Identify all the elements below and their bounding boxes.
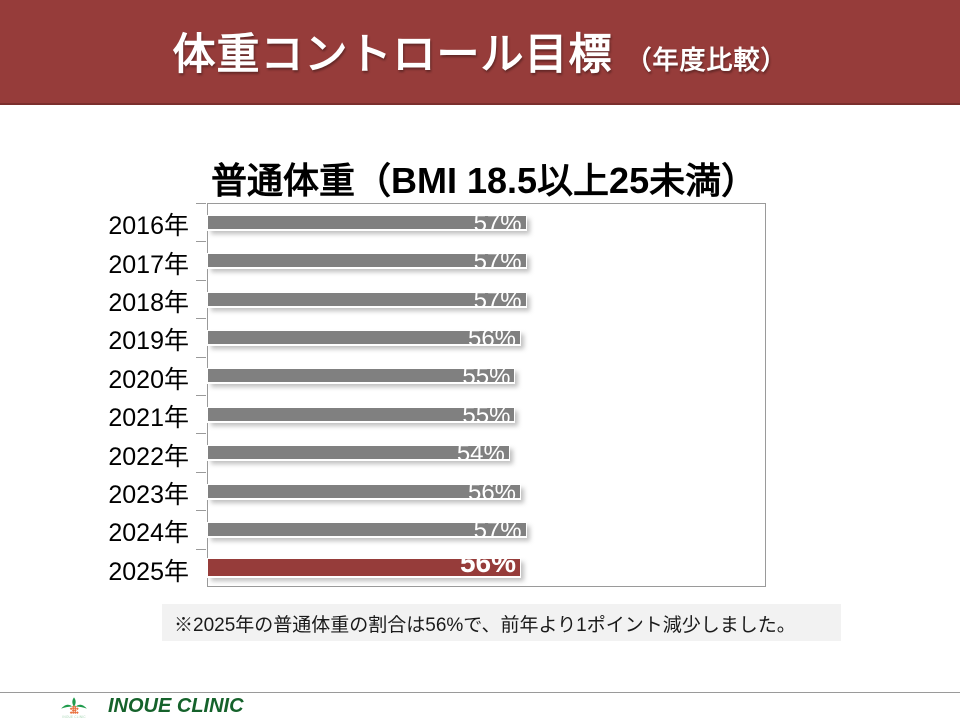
svg-text:INOUE CLINIC: INOUE CLINIC	[62, 715, 86, 719]
